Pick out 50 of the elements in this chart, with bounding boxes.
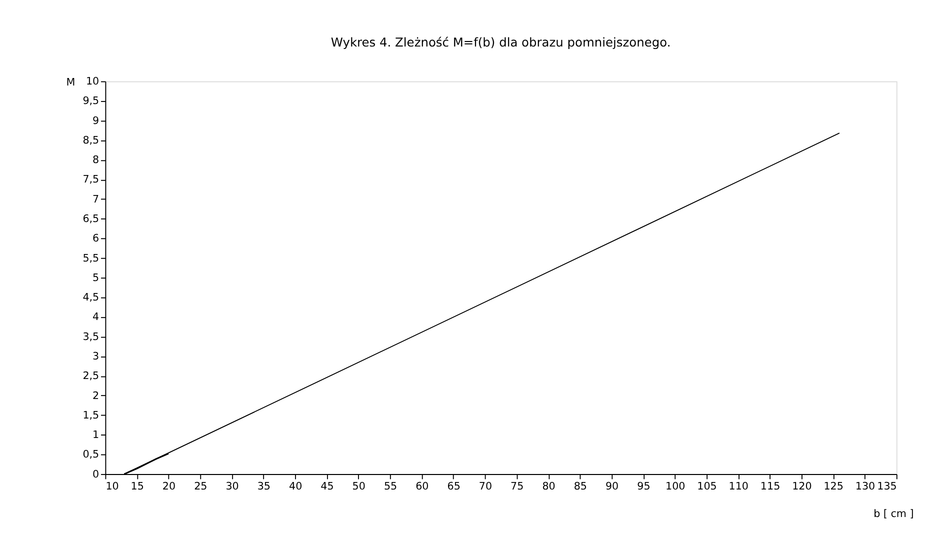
x-tick-label: 65 bbox=[447, 480, 460, 493]
y-tick-label: 7,5 bbox=[82, 174, 100, 186]
x-tick-label: 80 bbox=[542, 480, 556, 493]
y-tick-label: 3 bbox=[92, 350, 100, 362]
x-tick-label: 120 bbox=[792, 480, 812, 493]
y-tick-label: 2 bbox=[92, 390, 100, 402]
x-tick-label: 35 bbox=[257, 480, 271, 493]
x-tick-label: 125 bbox=[824, 480, 844, 493]
x-tick-label: 135 bbox=[877, 480, 897, 493]
x-tick-label: 10 bbox=[106, 480, 119, 493]
x-tick-label: 15 bbox=[130, 480, 144, 493]
x-tick-label: 70 bbox=[478, 480, 492, 493]
x-tick-label: 40 bbox=[289, 480, 302, 493]
y-tick-label: 8 bbox=[92, 154, 100, 166]
x-tick-label: 130 bbox=[855, 480, 876, 493]
chart-title: Wykres 4. Zleżność M=f(b) dla obrazu pomniejszonego. bbox=[330, 35, 671, 50]
x-tick-label: 105 bbox=[697, 480, 717, 493]
x-tick-label: 95 bbox=[637, 480, 650, 493]
x-tick-label: 75 bbox=[510, 480, 524, 493]
y-tick-label: 5,5 bbox=[82, 252, 100, 264]
y-tick-label: 7 bbox=[92, 193, 100, 206]
x-tick-label: 20 bbox=[162, 480, 176, 493]
y-tick-label: 10 bbox=[86, 76, 100, 88]
y-tick-label: 4 bbox=[92, 311, 100, 324]
x-axis-title: b [ cm ] bbox=[874, 508, 914, 520]
y-tick-label: 5 bbox=[92, 272, 100, 284]
x-tick-label: 45 bbox=[320, 480, 334, 493]
y-tick-label: 0 bbox=[92, 468, 100, 480]
y-tick-label: 4,5 bbox=[82, 292, 100, 304]
y-tick-label: 2,5 bbox=[82, 370, 100, 382]
x-tick-label: 60 bbox=[416, 480, 429, 493]
y-tick-label: 6,5 bbox=[82, 213, 100, 226]
y-tick-label: 8,5 bbox=[82, 134, 100, 146]
x-tick-label: 55 bbox=[384, 480, 398, 493]
x-tick-label: 100 bbox=[665, 480, 686, 493]
y-tick-label: 3,5 bbox=[82, 330, 100, 343]
y-tick-label: 6 bbox=[92, 232, 100, 245]
x-tick-label: 30 bbox=[226, 480, 239, 493]
y-tick-label: 1 bbox=[92, 429, 100, 442]
y-tick-label: 9,5 bbox=[82, 95, 100, 108]
x-tick-label: 25 bbox=[194, 480, 208, 493]
x-tick-label: 110 bbox=[728, 480, 749, 493]
x-tick-label: 50 bbox=[352, 480, 366, 493]
x-tick-label: 85 bbox=[574, 480, 587, 493]
x-tick-label: 90 bbox=[605, 480, 619, 493]
x-tick-label: 115 bbox=[760, 480, 780, 493]
y-tick-label: 0,5 bbox=[82, 448, 100, 461]
y-tick-label: 9 bbox=[92, 114, 100, 127]
y-axis-title: M bbox=[66, 76, 76, 88]
y-tick-label: 1,5 bbox=[82, 409, 100, 422]
